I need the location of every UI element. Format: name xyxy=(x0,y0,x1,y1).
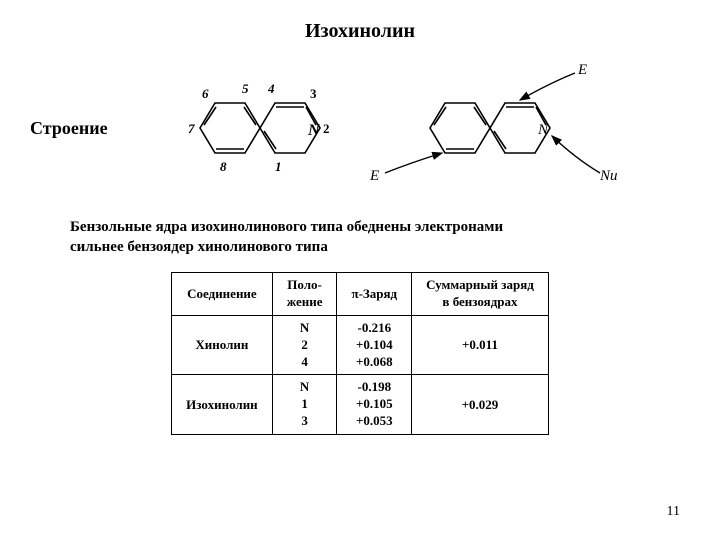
col-sum: Суммарный зарядв бензоядрах xyxy=(412,273,549,316)
cell-charges: -0.216+0.104+0.068 xyxy=(337,315,412,375)
cell-charges: -0.198+0.105+0.053 xyxy=(337,375,412,435)
table-header-row: Соединение Поло-жение π-Заряд Суммарный … xyxy=(172,273,549,316)
structure-label: Строение xyxy=(30,118,140,139)
desc-line1: Бензольные ядра изохинолинового типа обе… xyxy=(70,219,503,235)
label-e-top: E xyxy=(577,62,587,78)
pos-7: 7 xyxy=(188,121,195,136)
pos-6: 6 xyxy=(202,86,209,101)
col-compound: Соединение xyxy=(172,273,273,316)
cell-positions: N24 xyxy=(272,315,337,375)
charge-table: Соединение Поло-жение π-Заряд Суммарный … xyxy=(171,272,549,435)
table-row: ИзохинолинN13-0.198+0.105+0.053+0.029 xyxy=(172,375,549,435)
pos-8: 8 xyxy=(220,159,227,174)
pos-3: 3 xyxy=(310,86,317,101)
page-title: Изохинолин xyxy=(30,20,690,43)
n-atom-label-2: N xyxy=(537,122,549,138)
pos-4: 4 xyxy=(267,81,275,96)
pos-2: 2 xyxy=(323,121,330,136)
structure-row: Строение N 1 2 3 4 5 6 7 8 xyxy=(30,58,690,198)
isoquinoline-numbered-diagram: N 1 2 3 4 5 6 7 8 xyxy=(160,63,330,193)
cell-sum: +0.029 xyxy=(412,375,549,435)
label-e-bottom: E xyxy=(369,168,379,184)
isoquinoline-reactivity-diagram: N E E Nu xyxy=(350,58,620,198)
col-charge: π-Заряд xyxy=(337,273,412,316)
page-number: 11 xyxy=(667,504,680,520)
pos-5: 5 xyxy=(242,81,249,96)
table-row: ХинолинN24-0.216+0.104+0.068+0.011 xyxy=(172,315,549,375)
pos-1: 1 xyxy=(275,159,282,174)
n-atom-label: N xyxy=(307,122,321,139)
col-position: Поло-жение xyxy=(272,273,337,316)
desc-line2: сильнее бензоядер хинолинового типа xyxy=(70,239,328,255)
label-nu: Nu xyxy=(599,168,618,184)
cell-positions: N13 xyxy=(272,375,337,435)
cell-compound: Хинолин xyxy=(172,315,273,375)
cell-sum: +0.011 xyxy=(412,315,549,375)
description-text: Бензольные ядра изохинолинового типа обе… xyxy=(70,218,690,257)
cell-compound: Изохинолин xyxy=(172,375,273,435)
